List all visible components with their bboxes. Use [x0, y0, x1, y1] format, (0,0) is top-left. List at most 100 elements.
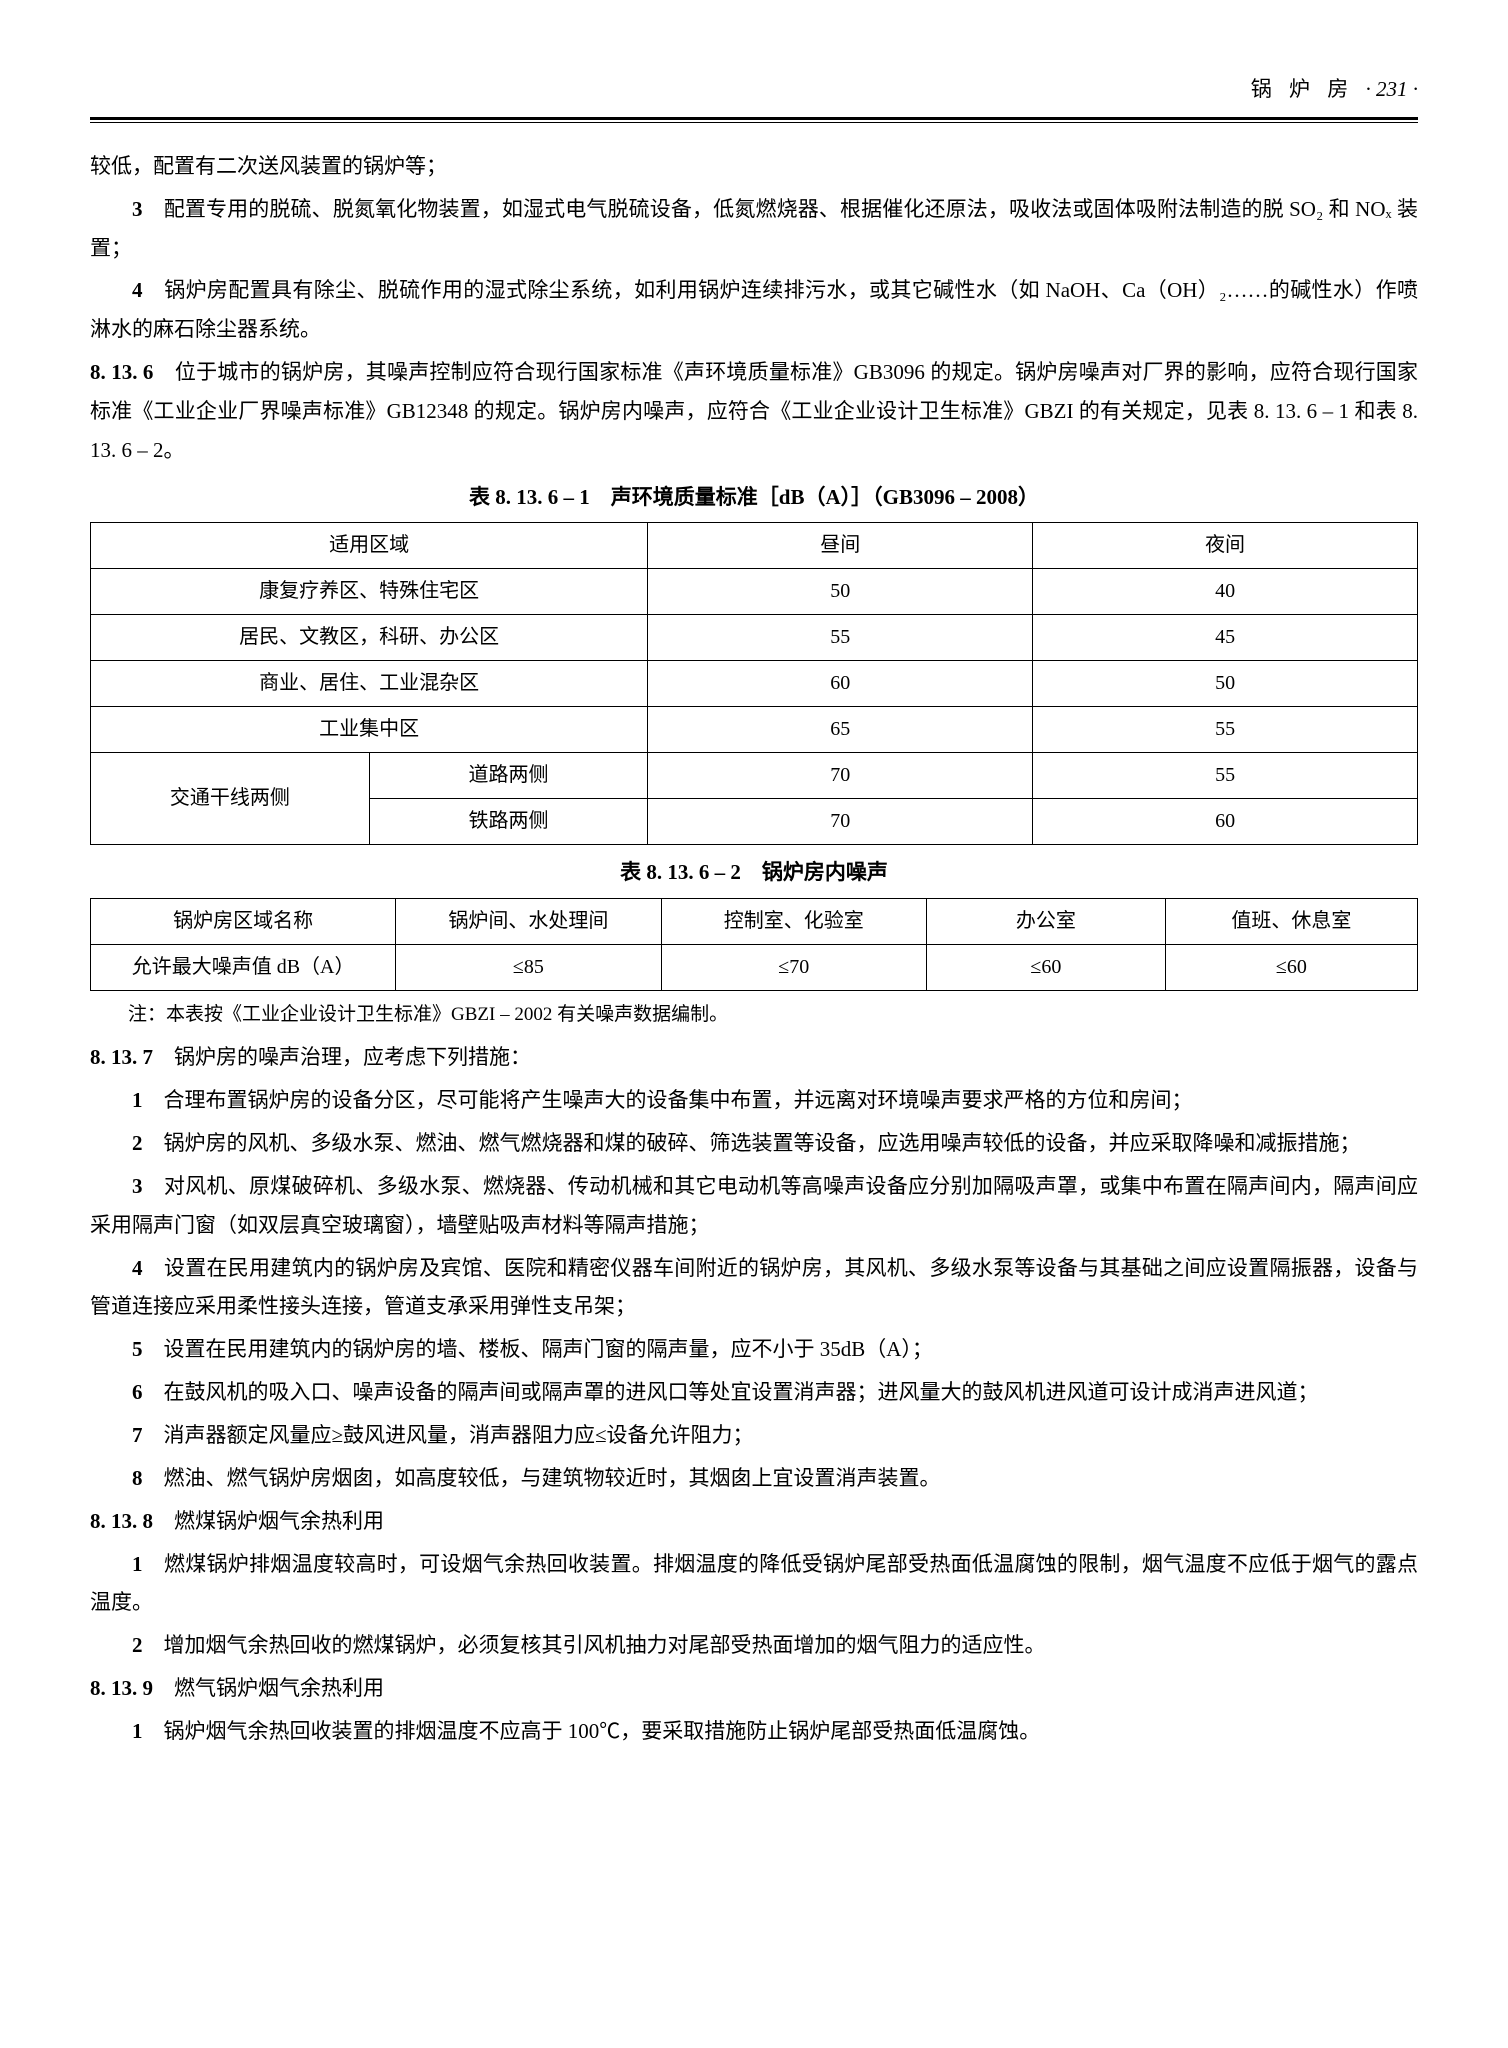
- list-item-text: 锅炉房配置具有除尘、脱硫作用的湿式除尘系统，如利用锅炉连续排污水，或其它碱性水（…: [90, 278, 1418, 341]
- table-header: 昼间: [648, 523, 1033, 569]
- list-item-text: 燃油、燃气锅炉房烟囱，如高度较低，与建筑物较近时，其烟囱上宜设置消声装置。: [143, 1466, 941, 1490]
- list-number: 7: [132, 1423, 143, 1447]
- page-number: · 231 ·: [1366, 77, 1419, 101]
- body-text: 5 设置在民用建筑内的锅炉房的墙、楼板、隔声门窗的隔声量，应不小于 35dB（A…: [90, 1330, 1418, 1369]
- list-number: 4: [132, 1256, 143, 1280]
- header-rule-thick: [90, 117, 1418, 120]
- clause-number: 8. 13. 9: [90, 1676, 153, 1700]
- table-header: 夜间: [1033, 523, 1418, 569]
- table-boiler-noise: 锅炉房区域名称 锅炉间、水处理间 控制室、化验室 办公室 值班、休息室 允许最大…: [90, 898, 1418, 991]
- table-row: 居民、文教区，科研、办公区 55 45: [91, 615, 1418, 661]
- table-row: 适用区域 昼间 夜间: [91, 523, 1418, 569]
- table-cell: 交通干线两侧: [91, 753, 370, 845]
- list-item-text: 配置专用的脱硫、脱氮氧化物装置，如湿式电气脱硫设备，低氮燃烧器、根据催化还原法，…: [90, 197, 1418, 260]
- list-item-text: 锅炉烟气余热回收装置的排烟温度不应高于 100℃，要采取措施防止锅炉尾部受热面低…: [143, 1719, 1041, 1743]
- body-text: 4 设置在民用建筑内的锅炉房及宾馆、医院和精密仪器车间附近的锅炉房，其风机、多级…: [90, 1249, 1418, 1327]
- body-text: 较低，配置有二次送风装置的锅炉等；: [90, 147, 1418, 186]
- list-number: 1: [132, 1088, 143, 1112]
- body-text: 6 在鼓风机的吸入口、噪声设备的隔声间或隔声罩的进风口等处宜设置消声器；进风量大…: [90, 1373, 1418, 1412]
- body-text: 1 锅炉烟气余热回收装置的排烟温度不应高于 100℃，要采取措施防止锅炉尾部受热…: [90, 1712, 1418, 1751]
- table-cell: 70: [648, 753, 1033, 799]
- body-text: 2 锅炉房的风机、多级水泵、燃油、燃气燃烧器和煤的破碎、筛选装置等设备，应选用噪…: [90, 1124, 1418, 1163]
- list-item-text: 燃煤锅炉排烟温度较高时，可设烟气余热回收装置。排烟温度的降低受锅炉尾部受热面低温…: [90, 1552, 1418, 1615]
- table-cell: 工业集中区: [91, 707, 648, 753]
- table-cell: ≤85: [396, 945, 661, 991]
- table-header: 锅炉间、水处理间: [396, 899, 661, 945]
- table-cell: 商业、居住、工业混杂区: [91, 661, 648, 707]
- body-text: 7 消声器额定风量应≥鼓风进风量，消声器阻力应≤设备允许阻力；: [90, 1416, 1418, 1455]
- table-cell: 60: [1033, 799, 1418, 845]
- body-text: 4 锅炉房配置具有除尘、脱硫作用的湿式除尘系统，如利用锅炉连续排污水，或其它碱性…: [90, 271, 1418, 349]
- list-item-text: 在鼓风机的吸入口、噪声设备的隔声间或隔声罩的进风口等处宜设置消声器；进风量大的鼓…: [143, 1380, 1319, 1404]
- table-sound-env: 适用区域 昼间 夜间 康复疗养区、特殊住宅区 50 40 居民、文教区，科研、办…: [90, 522, 1418, 845]
- table-cell: 50: [648, 569, 1033, 615]
- body-text: 3 配置专用的脱硫、脱氮氧化物装置，如湿式电气脱硫设备，低氮燃烧器、根据催化还原…: [90, 190, 1418, 268]
- table-note: 注：本表按《工业企业设计卫生标准》GBZI – 2002 有关噪声数据编制。: [90, 997, 1418, 1032]
- list-number: 4: [132, 278, 143, 302]
- table-caption: 表 8. 13. 6 – 2 锅炉房内噪声: [90, 853, 1418, 892]
- table-cell: 允许最大噪声值 dB（A）: [91, 945, 396, 991]
- clause-number: 8. 13. 8: [90, 1509, 153, 1533]
- table-row: 交通干线两侧 道路两侧 70 55: [91, 753, 1418, 799]
- body-text: 1 合理布置锅炉房的设备分区，尽可能将产生噪声大的设备集中布置，并远离对环境噪声…: [90, 1081, 1418, 1120]
- table-cell: 55: [1033, 753, 1418, 799]
- table-header: 控制室、化验室: [661, 899, 926, 945]
- list-item-text: 设置在民用建筑内的锅炉房的墙、楼板、隔声门窗的隔声量，应不小于 35dB（A）；: [143, 1337, 933, 1361]
- table-row: 康复疗养区、特殊住宅区 50 40: [91, 569, 1418, 615]
- clause-text: 锅炉房的噪声治理，应考虑下列措施：: [153, 1045, 531, 1069]
- table-row: 允许最大噪声值 dB（A） ≤85 ≤70 ≤60 ≤60: [91, 945, 1418, 991]
- clause-number: 8. 13. 7: [90, 1045, 153, 1069]
- list-number: 1: [132, 1719, 143, 1743]
- table-cell: 铁路两侧: [369, 799, 648, 845]
- body-text: 3 对风机、原煤破碎机、多级水泵、燃烧器、传动机械和其它电动机等高噪声设备应分别…: [90, 1167, 1418, 1245]
- table-caption: 表 8. 13. 6 – 1 声环境质量标准［dB（A）］（GB3096 – 2…: [90, 478, 1418, 517]
- table-cell: 65: [648, 707, 1033, 753]
- list-number: 3: [132, 197, 143, 221]
- list-number: 3: [132, 1174, 143, 1198]
- table-header: 值班、休息室: [1165, 899, 1417, 945]
- list-item-text: 消声器额定风量应≥鼓风进风量，消声器阻力应≤设备允许阻力；: [143, 1423, 754, 1447]
- table-cell: ≤60: [926, 945, 1165, 991]
- body-text: 8. 13. 7 锅炉房的噪声治理，应考虑下列措施：: [90, 1038, 1418, 1077]
- body-text: 2 增加烟气余热回收的燃煤锅炉，必须复核其引风机抽力对尾部受热面增加的烟气阻力的…: [90, 1626, 1418, 1665]
- table-cell: 40: [1033, 569, 1418, 615]
- table-cell: 70: [648, 799, 1033, 845]
- list-number: 5: [132, 1337, 143, 1361]
- list-item-text: 增加烟气余热回收的燃煤锅炉，必须复核其引风机抽力对尾部受热面增加的烟气阻力的适应…: [143, 1633, 1046, 1657]
- table-header: 办公室: [926, 899, 1165, 945]
- list-item-text: 对风机、原煤破碎机、多级水泵、燃烧器、传动机械和其它电动机等高噪声设备应分别加隔…: [90, 1174, 1418, 1237]
- table-header: 锅炉房区域名称: [91, 899, 396, 945]
- list-number: 2: [132, 1131, 143, 1155]
- list-number: 1: [132, 1552, 143, 1576]
- list-item-text: 合理布置锅炉房的设备分区，尽可能将产生噪声大的设备集中布置，并远离对环境噪声要求…: [143, 1088, 1193, 1112]
- body-text: 8 燃油、燃气锅炉房烟囱，如高度较低，与建筑物较近时，其烟囱上宜设置消声装置。: [90, 1459, 1418, 1498]
- table-cell: 50: [1033, 661, 1418, 707]
- clause-text: 燃气锅炉烟气余热利用: [153, 1676, 384, 1700]
- table-cell: 60: [648, 661, 1033, 707]
- header-title: 锅 炉 房: [1251, 77, 1355, 101]
- clause-text: 位于城市的锅炉房，其噪声控制应符合现行国家标准《声环境质量标准》GB3096 的…: [90, 360, 1418, 462]
- list-number: 8: [132, 1466, 143, 1490]
- body-text: 8. 13. 6 位于城市的锅炉房，其噪声控制应符合现行国家标准《声环境质量标准…: [90, 353, 1418, 470]
- table-cell: 45: [1033, 615, 1418, 661]
- list-number: 2: [132, 1633, 143, 1657]
- header-rule-thin: [90, 122, 1418, 123]
- table-row: 商业、居住、工业混杂区 60 50: [91, 661, 1418, 707]
- table-cell: 道路两侧: [369, 753, 648, 799]
- clause-text: 燃煤锅炉烟气余热利用: [153, 1509, 384, 1533]
- table-cell: 55: [1033, 707, 1418, 753]
- table-cell: 康复疗养区、特殊住宅区: [91, 569, 648, 615]
- body-text: 8. 13. 8 燃煤锅炉烟气余热利用: [90, 1502, 1418, 1541]
- page-header: 锅 炉 房 · 231 ·: [90, 70, 1418, 109]
- clause-number: 8. 13. 6: [90, 360, 153, 384]
- table-cell: ≤60: [1165, 945, 1417, 991]
- table-row: 锅炉房区域名称 锅炉间、水处理间 控制室、化验室 办公室 值班、休息室: [91, 899, 1418, 945]
- list-item-text: 锅炉房的风机、多级水泵、燃油、燃气燃烧器和煤的破碎、筛选装置等设备，应选用噪声较…: [143, 1131, 1361, 1155]
- list-number: 6: [132, 1380, 143, 1404]
- table-cell: ≤70: [661, 945, 926, 991]
- list-item-text: 设置在民用建筑内的锅炉房及宾馆、医院和精密仪器车间附近的锅炉房，其风机、多级水泵…: [90, 1256, 1418, 1319]
- body-text: 1 燃煤锅炉排烟温度较高时，可设烟气余热回收装置。排烟温度的降低受锅炉尾部受热面…: [90, 1545, 1418, 1623]
- table-header: 适用区域: [91, 523, 648, 569]
- table-cell: 居民、文教区，科研、办公区: [91, 615, 648, 661]
- table-cell: 55: [648, 615, 1033, 661]
